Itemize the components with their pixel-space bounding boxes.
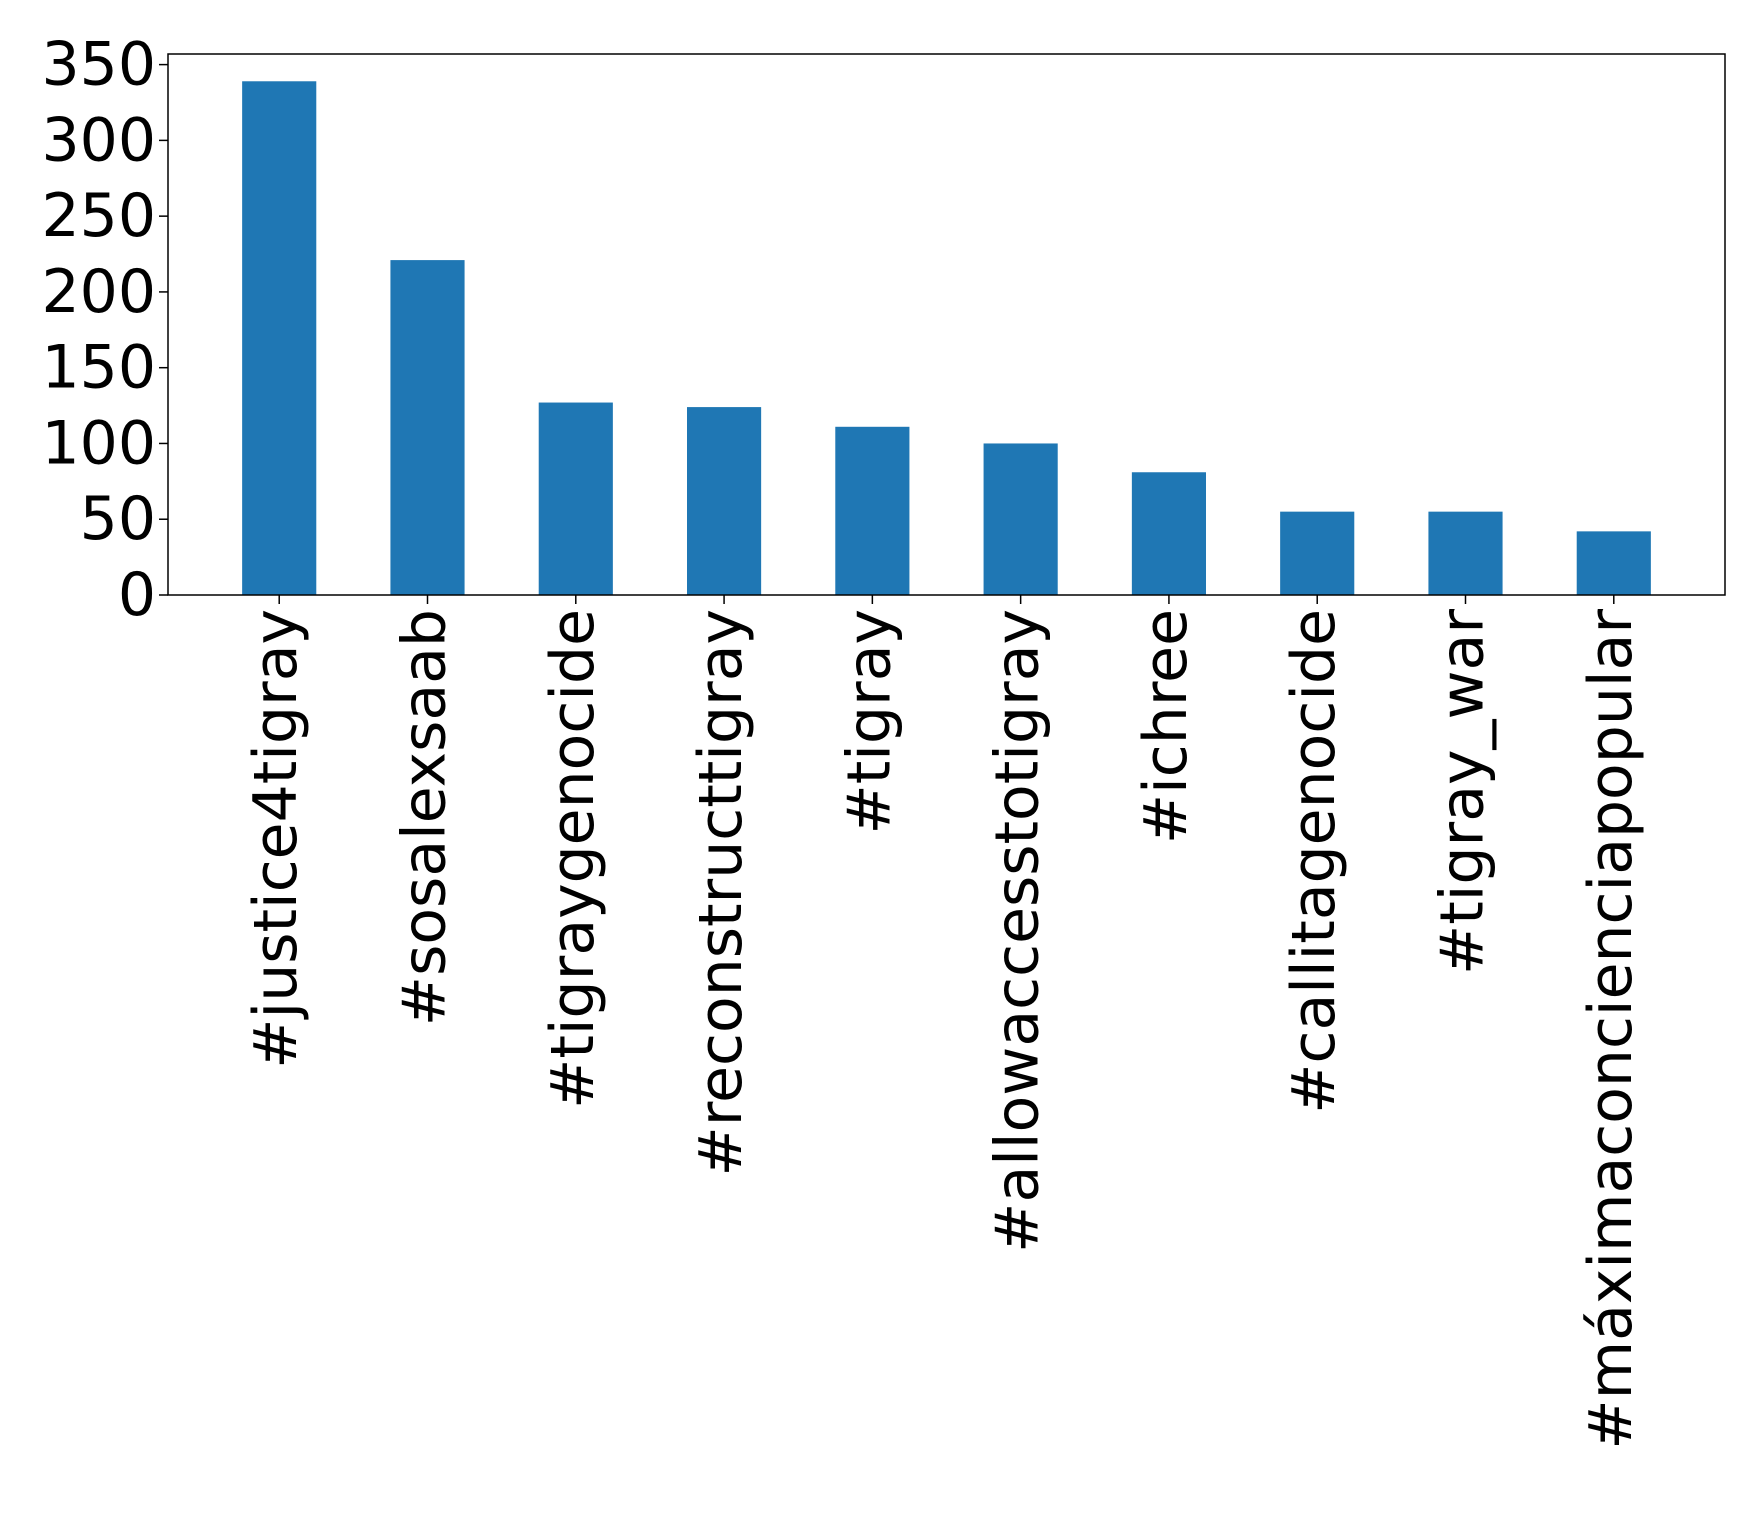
- x-tick-label: #tigraygenocide: [538, 609, 608, 1109]
- x-tick-label: #reconstructtigray: [686, 609, 756, 1176]
- y-tick-label: 150: [41, 333, 156, 403]
- bar: [1428, 511, 1503, 595]
- bar: [1280, 511, 1355, 595]
- bar: [687, 407, 762, 595]
- x-tick-label: #ichree: [1131, 609, 1201, 844]
- x-tick-label: #sosalexsaab: [390, 609, 460, 1026]
- bar: [1576, 531, 1651, 595]
- y-tick-label: 0: [118, 560, 156, 630]
- y-tick-label: 250: [41, 181, 156, 251]
- y-tick-label: 100: [41, 408, 156, 478]
- x-tick-label: #tigray_war: [1428, 609, 1498, 975]
- bars-group: [242, 81, 1651, 595]
- y-tick-label: 300: [41, 105, 156, 175]
- x-tick-label: #máximaconcienciapopular: [1576, 609, 1646, 1450]
- bar: [835, 426, 910, 595]
- x-tick-label: #justice4tigray: [241, 609, 311, 1069]
- bar: [1131, 472, 1206, 595]
- y-tick-label: 50: [80, 484, 156, 554]
- bar: [983, 443, 1058, 595]
- x-tick-label: #tigray: [834, 609, 904, 835]
- y-tick-label: 200: [41, 257, 156, 327]
- bar: [242, 81, 317, 595]
- bar: [538, 402, 613, 595]
- plot-frame: [167, 53, 1726, 596]
- y-tick-label: 350: [41, 30, 156, 100]
- x-tick-label: #allowaccesstotigray: [983, 609, 1053, 1253]
- bar: [390, 260, 465, 595]
- x-tick-label: #callitagenocide: [1279, 609, 1349, 1114]
- x-axis: #justice4tigray #sosalexsaab #tigraygenoci…: [241, 595, 1646, 1450]
